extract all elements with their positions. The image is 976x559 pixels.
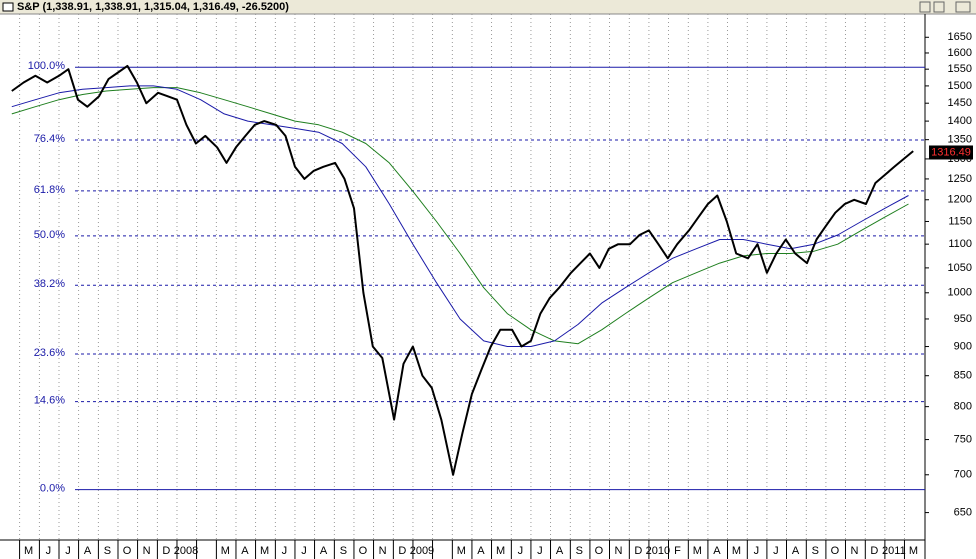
- x-tick-label: J: [46, 545, 52, 557]
- x-tick-label: M: [732, 545, 741, 557]
- x-tick-label: S: [812, 545, 819, 557]
- fib-label: 50.0%: [34, 229, 65, 241]
- x-tick-label: F: [674, 545, 681, 557]
- x-tick-label: D: [398, 545, 406, 557]
- chart-title: S&P (1,338.91, 1,338.91, 1,315.04, 1,316…: [17, 1, 289, 13]
- fib-label: 76.4%: [34, 133, 65, 145]
- y-tick-label: 1250: [948, 173, 972, 185]
- x-tick-label: O: [831, 545, 840, 557]
- x-tick-label: J: [754, 545, 760, 557]
- y-tick-label: 1100: [948, 238, 972, 250]
- y-tick-label: 850: [954, 370, 972, 382]
- x-tick-label: O: [359, 545, 368, 557]
- series-line: [11, 87, 909, 345]
- x-tick-label: A: [241, 545, 249, 557]
- y-tick-label: 1550: [948, 63, 972, 75]
- x-tick-label: N: [615, 545, 623, 557]
- x-tick-label: A: [713, 545, 721, 557]
- y-tick-label: 900: [954, 340, 972, 352]
- x-tick-label: M: [496, 545, 505, 557]
- x-tick-label: A: [556, 545, 564, 557]
- fib-label: 23.6%: [34, 347, 65, 359]
- x-tick-label: J: [518, 545, 524, 557]
- x-tick-label: J: [537, 545, 543, 557]
- fib-label: 14.6%: [34, 394, 65, 406]
- fib-label: 100.0%: [28, 60, 66, 72]
- scroll-button[interactable]: [955, 1, 971, 13]
- x-tick-label: M: [221, 545, 230, 557]
- y-tick-label: 1000: [948, 287, 972, 299]
- y-tick-label: 950: [954, 313, 972, 325]
- x-tick-label: M: [693, 545, 702, 557]
- x-tick-label: 2008: [174, 545, 198, 557]
- x-tick-label: J: [301, 545, 307, 557]
- y-tick-label: 1450: [948, 97, 972, 109]
- series-line: [11, 85, 909, 347]
- y-tick-label: 1650: [948, 31, 972, 43]
- fib-label: 61.8%: [34, 184, 65, 196]
- y-tick-label: 1150: [948, 215, 972, 227]
- x-tick-label: O: [595, 545, 604, 557]
- y-tick-label: 1400: [948, 115, 972, 127]
- x-tick-label: N: [851, 545, 859, 557]
- x-tick-label: N: [143, 545, 151, 557]
- restore-button[interactable]: [919, 1, 931, 13]
- y-tick-label: 1050: [948, 262, 972, 274]
- series-line: [11, 64, 914, 476]
- x-tick-label: D: [870, 545, 878, 557]
- x-tick-label: 2009: [410, 545, 434, 557]
- x-tick-label: M: [24, 545, 33, 557]
- y-tick-label: 800: [954, 401, 972, 413]
- close-button[interactable]: [933, 1, 945, 13]
- y-tick-label: 1350: [948, 134, 972, 146]
- x-tick-label: A: [792, 545, 800, 557]
- x-tick-label: O: [123, 545, 132, 557]
- y-tick-label: 1500: [948, 80, 972, 92]
- y-tick-label: 750: [954, 433, 972, 445]
- x-tick-label: 2010: [646, 545, 670, 557]
- x-tick-label: M: [260, 545, 269, 557]
- x-tick-label: N: [379, 545, 387, 557]
- y-tick-label: 1200: [948, 194, 972, 206]
- x-tick-label: S: [576, 545, 583, 557]
- x-tick-label: D: [162, 545, 170, 557]
- x-tick-label: D: [634, 545, 642, 557]
- x-tick-label: S: [340, 545, 347, 557]
- x-tick-label: M: [909, 545, 918, 557]
- last-price-label: 1316.49: [931, 146, 971, 158]
- fib-label: 0.0%: [40, 482, 65, 494]
- x-tick-label: A: [320, 545, 328, 557]
- x-tick-label: A: [477, 545, 485, 557]
- y-tick-label: 700: [954, 469, 972, 481]
- x-tick-label: A: [84, 545, 92, 557]
- fib-label: 38.2%: [34, 278, 65, 290]
- title-bar: [0, 0, 976, 14]
- x-tick-label: S: [104, 545, 111, 557]
- y-tick-label: 650: [954, 506, 972, 518]
- x-tick-label: J: [282, 545, 288, 557]
- x-tick-label: M: [457, 545, 466, 557]
- x-tick-label: J: [773, 545, 779, 557]
- x-tick-label: J: [65, 545, 71, 557]
- y-tick-label: 1600: [948, 47, 972, 59]
- last-price-box: [929, 145, 973, 160]
- window-icon: [2, 2, 14, 12]
- x-tick-label: 2011: [882, 545, 906, 557]
